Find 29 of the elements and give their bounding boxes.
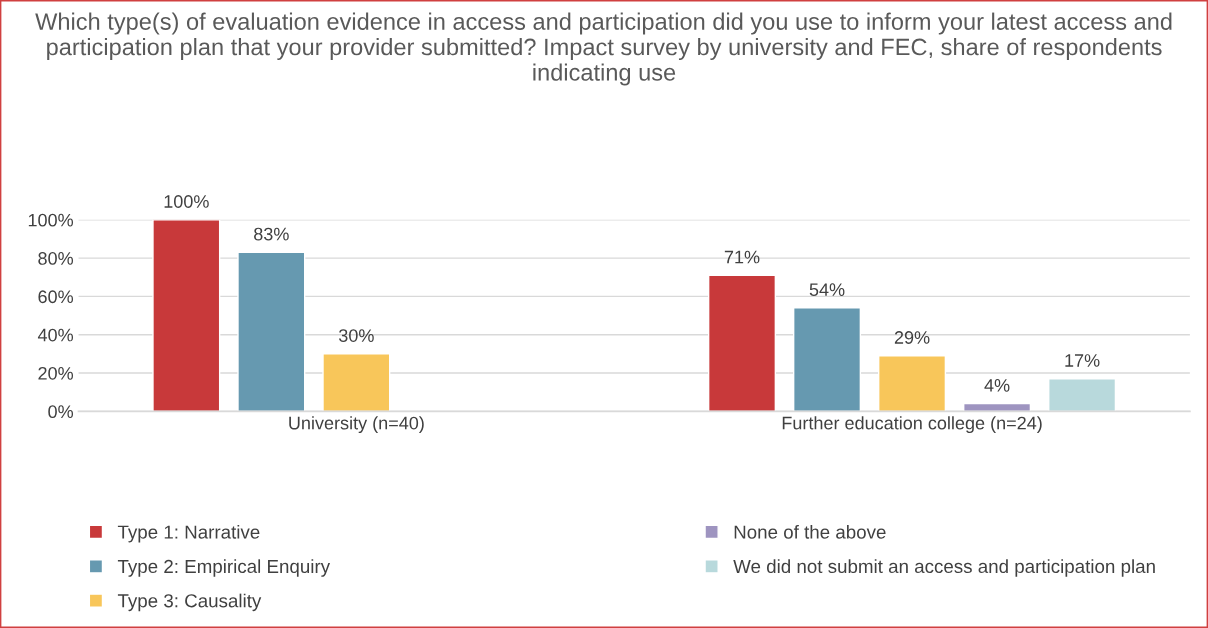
legend-label: Type 2: Empirical Enquiry [117,559,331,577]
y-tick-label: 100% [28,213,74,227]
text: 30% [338,329,374,342]
legend-label: Type 1: Narrative [117,524,260,543]
text: 29% [894,331,930,344]
text: 17% [1065,354,1100,367]
y-tick-label: 60% [38,290,74,304]
text: 4% [984,379,1010,392]
y-tick-label: 80% [38,252,74,265]
y-tick-label: 0% [48,405,74,419]
bar [1048,378,1117,412]
legend-label: None of the above [734,524,886,539]
y-tick-label: 40% [37,328,74,342]
bar [322,353,391,412]
text: 71% [724,250,760,264]
legend-label: We did not submit an access and participation plan [733,559,1155,577]
y-tick-label: 20% [38,366,74,380]
x-tick-label: Further education college (n=24) [782,416,1042,434]
text: 100% [164,195,209,208]
bar [792,307,862,412]
text: 54% [809,283,845,297]
bar [152,219,221,412]
bar [237,251,306,412]
chart-title: Which type(s) of evaluation evidence in access and participation did you use to inform your latest access and participation plan that your provider submitted? Impact survey by university and FEC, share of respondents indicating use [35,12,1172,86]
bar [878,355,947,412]
x-tick-label: University (n=40) [289,416,424,434]
text: 83% [254,227,289,241]
bar [707,274,777,412]
legend-label: Type 3: Causality [117,593,262,612]
